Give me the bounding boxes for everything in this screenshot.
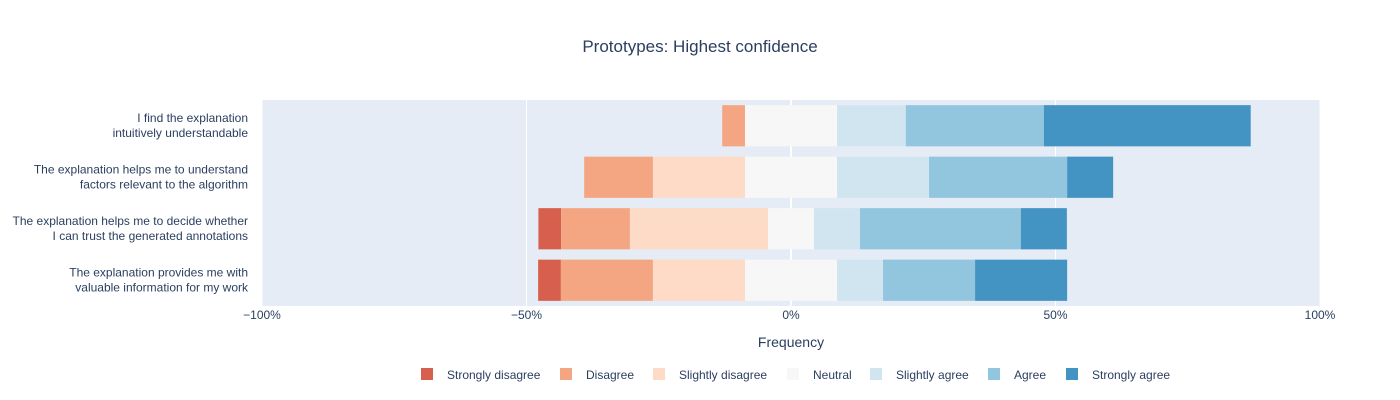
- legend-swatch: [653, 368, 665, 380]
- legend-label: Strongly agree: [1092, 368, 1170, 382]
- bar-agree: [860, 208, 1021, 250]
- legend-swatch: [1066, 368, 1078, 380]
- legend-swatch: [560, 368, 572, 380]
- bar-neutral: [767, 208, 815, 250]
- legend: Strongly disagree Disagree Slightly disagr…: [421, 368, 1170, 382]
- bar-strongly-agree: [1067, 156, 1114, 198]
- legend-swatch: [787, 368, 799, 380]
- legend-swatch: [870, 368, 882, 380]
- bar-slightly-agree: [837, 156, 930, 198]
- bar-agree: [905, 105, 1044, 147]
- bar-slightly-agree: [814, 208, 861, 250]
- bar-neutral: [744, 259, 838, 301]
- x-tick-label: 100%: [1305, 308, 1336, 322]
- legend-item-disagree[interactable]: Disagree: [560, 368, 634, 382]
- legend-item-slightly-agree[interactable]: Slightly agree: [870, 368, 969, 382]
- bar-slightly-disagree: [652, 259, 745, 301]
- bar-disagree: [722, 105, 745, 147]
- bar-slightly-agree: [837, 105, 906, 147]
- bar-strongly-disagree: [538, 259, 561, 301]
- x-tick-label: −50%: [511, 308, 542, 322]
- category-label: I find the explanation intuitively unders…: [113, 111, 249, 140]
- bars: [538, 105, 1251, 301]
- category-label: The explanation helps me to understand fa…: [34, 162, 248, 191]
- category-labels: I find the explanation intuitively unders…: [13, 111, 249, 295]
- legend-item-slightly-disagree[interactable]: Slightly disagree: [653, 368, 767, 382]
- legend-label: Agree: [1014, 368, 1046, 382]
- x-tick-labels: −100% −50% 0% 50% 100%: [243, 308, 1336, 322]
- bar-disagree: [584, 156, 653, 198]
- legend-item-agree[interactable]: Agree: [988, 368, 1046, 382]
- legend-item-neutral[interactable]: Neutral: [787, 368, 852, 382]
- bar-neutral: [744, 105, 838, 147]
- legend-label: Slightly disagree: [679, 368, 767, 382]
- bar-disagree: [561, 208, 630, 250]
- bar-slightly-disagree: [629, 208, 768, 250]
- legend-swatch: [421, 368, 433, 380]
- x-tick-label: −100%: [243, 308, 281, 322]
- legend-item-strongly-disagree[interactable]: Strongly disagree: [421, 368, 541, 382]
- legend-swatch: [988, 368, 1000, 380]
- bar-strongly-agree: [1020, 208, 1067, 250]
- bar-slightly-agree: [837, 259, 884, 301]
- category-label: The explanation helps me to decide wheth…: [13, 214, 248, 243]
- chart-title: Prototypes: Highest confidence: [582, 37, 817, 56]
- category-label: The explanation provides me with valuable…: [69, 265, 249, 294]
- legend-item-strongly-agree[interactable]: Strongly agree: [1066, 368, 1170, 382]
- legend-label: Disagree: [586, 368, 634, 382]
- bar-strongly-disagree: [538, 208, 562, 250]
- x-tick-label: 50%: [1043, 308, 1067, 322]
- legend-label: Neutral: [813, 368, 852, 382]
- bar-strongly-agree: [975, 259, 1068, 301]
- bar-slightly-disagree: [652, 156, 745, 198]
- x-axis-title: Frequency: [758, 334, 824, 350]
- bar-agree: [929, 156, 1068, 198]
- legend-label: Slightly agree: [896, 368, 969, 382]
- bar-neutral: [744, 156, 838, 198]
- bar-agree: [883, 259, 976, 301]
- legend-label: Strongly disagree: [447, 368, 541, 382]
- bar-disagree: [560, 259, 653, 301]
- x-tick-label: 0%: [782, 308, 800, 322]
- bar-strongly-agree: [1043, 105, 1251, 147]
